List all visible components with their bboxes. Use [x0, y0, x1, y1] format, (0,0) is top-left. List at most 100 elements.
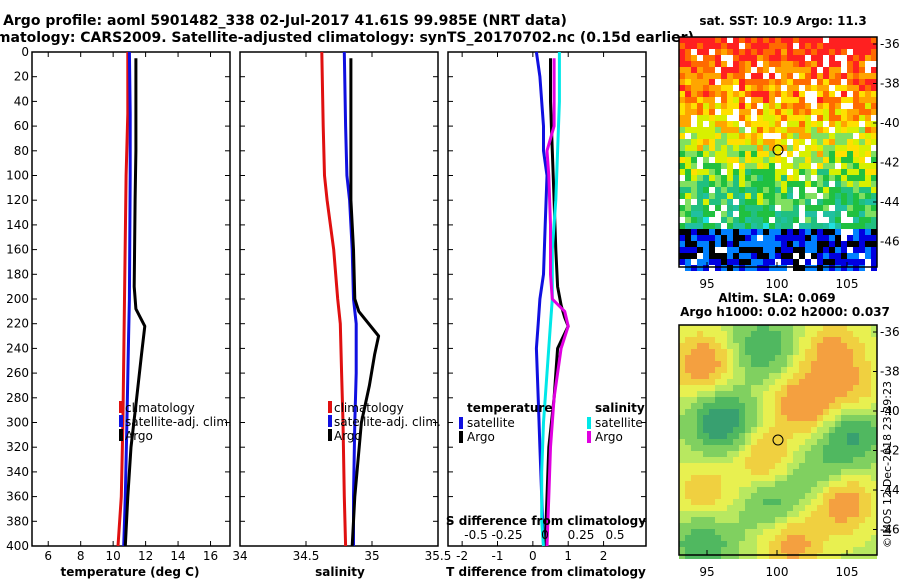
sla-cell	[823, 367, 829, 373]
sla-cell	[859, 481, 865, 487]
sst-cell	[841, 73, 847, 79]
y-tick-label: 240	[6, 341, 29, 355]
sst-cell	[853, 85, 859, 91]
sst-cell	[823, 163, 829, 169]
sla-cell	[751, 511, 757, 517]
sla-cell	[787, 511, 793, 517]
sla-cell	[865, 343, 871, 349]
sla-cell	[805, 439, 811, 445]
sst-cell	[859, 241, 865, 247]
sst-cell	[817, 229, 823, 235]
sst-cell	[829, 121, 835, 127]
sla-cell	[691, 373, 697, 379]
sla-cell	[727, 373, 733, 379]
sst-cell	[745, 205, 751, 211]
sst-cell	[763, 91, 769, 97]
sla-cell	[721, 553, 727, 559]
sla-cell	[823, 427, 829, 433]
sst-cell	[685, 79, 691, 85]
sst-cell	[715, 181, 721, 187]
sst-cell	[739, 199, 745, 205]
sla-cell	[709, 469, 715, 475]
sla-cell	[781, 529, 787, 535]
sla-cell	[859, 457, 865, 463]
sla-cell	[793, 541, 799, 547]
sst-cell	[865, 103, 871, 109]
sst-cell	[715, 43, 721, 49]
sla-cell	[763, 511, 769, 517]
sst-cell	[805, 145, 811, 151]
sla-cell	[733, 409, 739, 415]
sst-cell	[727, 67, 733, 73]
sla-cell	[847, 391, 853, 397]
sst-cell	[781, 49, 787, 55]
sst-cell	[697, 67, 703, 73]
sla-cell	[871, 553, 877, 559]
sst-cell	[679, 37, 685, 43]
sla-cell	[769, 421, 775, 427]
sst-cell	[859, 199, 865, 205]
sst-cell	[763, 259, 769, 265]
sst-cell	[871, 85, 877, 91]
sst-cell	[841, 223, 847, 229]
sla-cell	[787, 493, 793, 499]
sla-cell	[751, 541, 757, 547]
sla-cell	[685, 445, 691, 451]
sla-cell	[751, 505, 757, 511]
sla-cell	[829, 361, 835, 367]
sla-cell	[799, 475, 805, 481]
sst-cell	[721, 145, 727, 151]
sla-cell	[697, 361, 703, 367]
sst-cell	[823, 151, 829, 157]
sla-cell	[721, 349, 727, 355]
sla-cell	[745, 331, 751, 337]
sst-cell	[859, 133, 865, 139]
sst-cell	[793, 85, 799, 91]
sla-cell	[841, 553, 847, 559]
sst-cell	[733, 229, 739, 235]
sla-cell	[763, 553, 769, 559]
s-difference-label: S difference from climatology	[446, 514, 646, 528]
sst-cell	[715, 145, 721, 151]
sst-cell	[697, 37, 703, 43]
sla-cell	[871, 481, 877, 487]
sla-cell	[769, 499, 775, 505]
sst-cell	[733, 187, 739, 193]
sst-cell	[739, 103, 745, 109]
sla-cell	[859, 409, 865, 415]
sla-cell	[775, 463, 781, 469]
sst-cell	[835, 103, 841, 109]
legend-satellite: satellite-adj. clim.	[334, 415, 441, 429]
sst-cell	[829, 229, 835, 235]
sst-cell	[793, 49, 799, 55]
sst-cell	[709, 103, 715, 109]
sla-cell	[829, 493, 835, 499]
sla-cell	[763, 415, 769, 421]
sla-cell	[865, 337, 871, 343]
sst-cell	[865, 97, 871, 103]
sla-cell	[787, 499, 793, 505]
sla-cell	[739, 397, 745, 403]
sst-cell	[811, 205, 817, 211]
sst-cell	[697, 73, 703, 79]
sst-cell	[751, 139, 757, 145]
sst-cell	[691, 175, 697, 181]
sla-cell	[769, 379, 775, 385]
sst-cell	[727, 217, 733, 223]
sst-cell	[781, 217, 787, 223]
sla-cell	[679, 517, 685, 523]
sla-cell	[727, 433, 733, 439]
sst-cell	[697, 49, 703, 55]
sst-cell	[805, 169, 811, 175]
sla-cell	[739, 367, 745, 373]
sst-cell	[739, 187, 745, 193]
sst-cell	[763, 151, 769, 157]
sst-cell	[763, 241, 769, 247]
sla-cell	[805, 379, 811, 385]
sst-cell	[787, 115, 793, 121]
sst-cell	[715, 223, 721, 229]
sla-cell	[859, 523, 865, 529]
sst-cell	[805, 205, 811, 211]
sla-cell	[775, 427, 781, 433]
sla-cell	[829, 535, 835, 541]
